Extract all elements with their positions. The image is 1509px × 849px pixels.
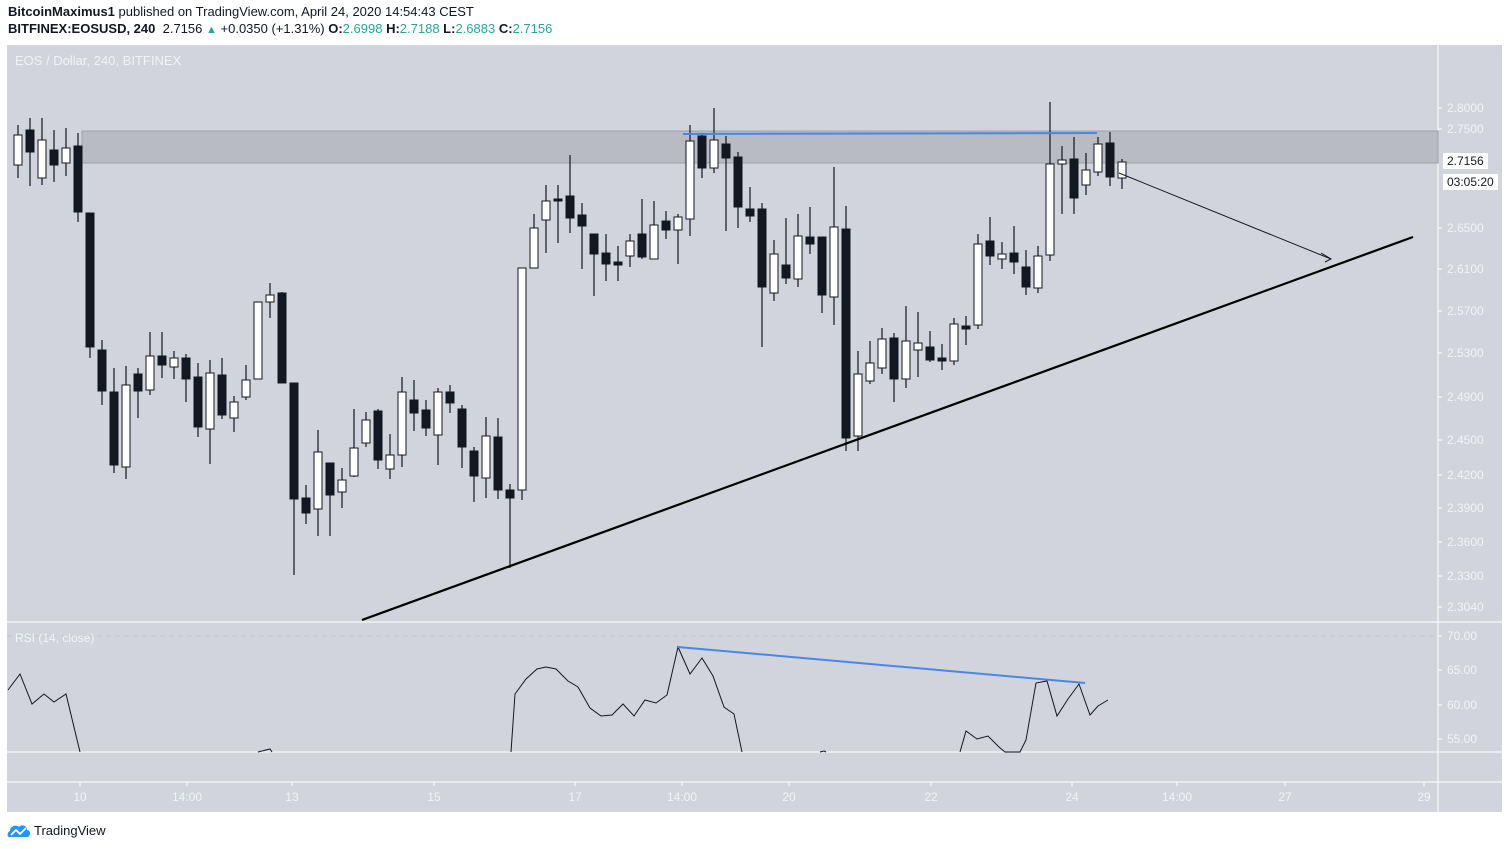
- bar-countdown: 03:05:20: [1443, 174, 1498, 190]
- rsi-axis-label: 70.00: [1447, 629, 1478, 643]
- time-axis-label: 13: [285, 790, 299, 804]
- price-change: +0.0350 (+1.31%): [220, 21, 325, 36]
- high-value: 2.7188: [399, 21, 440, 36]
- price-axis-label: 2.4200: [1447, 468, 1484, 482]
- rsi-axis-label: 60.00: [1447, 698, 1478, 712]
- rsi-legend: RSI (14, close): [15, 631, 95, 645]
- symbol-label: BITFINEX:EOSUSD, 240: [8, 21, 156, 36]
- price-axis-label: 2.3300: [1447, 569, 1484, 583]
- publish-info: BitcoinMaximus1 published on TradingView…: [8, 4, 474, 19]
- time-axis-label: 17: [568, 790, 582, 804]
- time-axis-label: 10: [73, 790, 87, 804]
- high-label: H:: [386, 21, 400, 36]
- open-value: 2.6998: [342, 21, 383, 36]
- tradingview-branding[interactable]: TradingView: [7, 822, 106, 838]
- price-axis-label: 2.7500: [1447, 122, 1484, 136]
- price-axis-label: 2.4900: [1447, 390, 1484, 404]
- price-axis-label: 2.3040: [1447, 600, 1484, 614]
- open-label: O:: [328, 21, 343, 36]
- close-value: 2.7156: [512, 21, 553, 36]
- chart-area[interactable]: EOS / Dollar, 240, BITFINEX RSI (14, clo…: [7, 45, 1502, 812]
- time-axis-label: 29: [1417, 790, 1431, 804]
- time-axis-label: 20: [782, 790, 796, 804]
- time-axis-label: 24: [1065, 790, 1079, 804]
- price-axis-label: 2.8000: [1447, 101, 1484, 115]
- time-axis-label: 15: [427, 790, 441, 804]
- tradingview-logo-icon: [7, 825, 30, 837]
- last-price: 2.7156: [162, 21, 203, 36]
- chart-canvas[interactable]: [7, 45, 1502, 812]
- price-axis-label: 2.5700: [1447, 304, 1484, 318]
- author-name[interactable]: BitcoinMaximus1: [8, 4, 115, 19]
- last-price-tag: 2.7156: [1443, 153, 1488, 169]
- symbol-info-bar: BITFINEX:EOSUSD, 240 2.7156 ▲ +0.0350 (+…: [8, 21, 552, 36]
- close-label: C:: [498, 21, 513, 36]
- price-axis-label: 2.5300: [1447, 346, 1484, 360]
- price-axis-label: 2.4500: [1447, 433, 1484, 447]
- up-arrow-icon: ▲: [206, 24, 217, 36]
- low-label: L:: [443, 21, 456, 36]
- time-axis-label: 22: [924, 790, 938, 804]
- rsi-axis-label: 55.00: [1447, 732, 1478, 746]
- brand-name: TradingView: [34, 822, 106, 838]
- rsi-axis-label: 65.00: [1447, 663, 1478, 677]
- price-axis-label: 2.6500: [1447, 221, 1484, 235]
- low-value: 2.6883: [455, 21, 496, 36]
- time-axis-label: 14:00: [666, 790, 698, 804]
- chart-legend: EOS / Dollar, 240, BITFINEX: [15, 53, 182, 68]
- price-axis-label: 2.3900: [1447, 501, 1484, 515]
- time-axis-label: 14:00: [1161, 790, 1193, 804]
- price-axis-label: 2.3600: [1447, 535, 1484, 549]
- time-axis-label: 27: [1278, 790, 1292, 804]
- price-axis-label: 2.6100: [1447, 262, 1484, 276]
- time-axis-label: 14:00: [171, 790, 203, 804]
- published-text: published on TradingView.com, April 24, …: [118, 4, 474, 19]
